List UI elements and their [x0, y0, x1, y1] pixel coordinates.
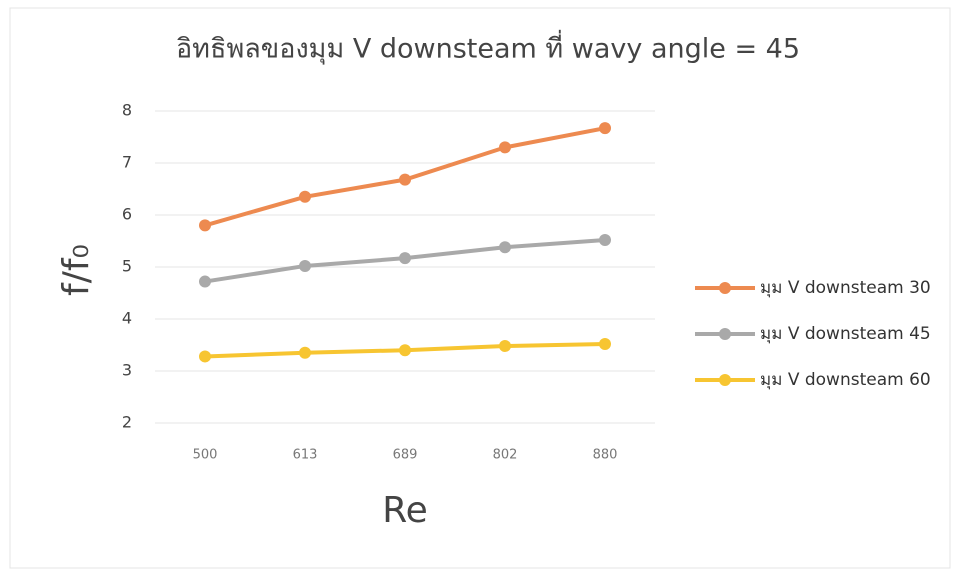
x-axis-label: Re	[382, 490, 428, 531]
data-point	[499, 141, 511, 154]
legend-marker	[719, 374, 731, 386]
chart-frame	[9, 7, 951, 569]
legend-label: มุม V downsteam 45	[760, 324, 931, 344]
data-point	[399, 252, 411, 265]
x-tick-label: 880	[593, 448, 618, 463]
data-point	[599, 233, 611, 246]
data-point	[599, 122, 611, 135]
y-tick-label: 2	[122, 413, 132, 432]
data-point	[199, 219, 211, 232]
y-tick-label: 5	[122, 257, 132, 276]
x-tick-label: 613	[293, 448, 318, 463]
legend-marker	[719, 328, 731, 340]
chart-title: อิทธิพลของมุม V downsteam ที่ wavy angle…	[176, 30, 800, 66]
y-tick-label: 6	[122, 205, 132, 224]
legend-label: มุม V downsteam 30	[760, 278, 931, 298]
x-tick-label: 802	[493, 448, 518, 463]
y-axis-label: f/f₀	[56, 244, 97, 296]
data-point	[399, 173, 411, 186]
legend-marker	[719, 282, 731, 294]
data-point	[299, 190, 311, 203]
data-point	[399, 344, 411, 357]
data-point	[299, 346, 311, 359]
x-tick-label: 689	[393, 448, 418, 463]
data-point	[199, 275, 211, 288]
data-point	[199, 350, 211, 363]
x-tick-label: 500	[193, 448, 218, 463]
data-point	[599, 337, 611, 350]
legend-label: มุม V downsteam 60	[760, 370, 931, 390]
y-tick-label: 7	[122, 153, 132, 172]
data-point	[299, 259, 311, 272]
y-tick-label: 4	[122, 309, 132, 328]
data-point	[499, 340, 511, 353]
data-point	[499, 241, 511, 254]
y-tick-label: 3	[122, 361, 132, 380]
y-tick-label: 8	[122, 101, 132, 120]
